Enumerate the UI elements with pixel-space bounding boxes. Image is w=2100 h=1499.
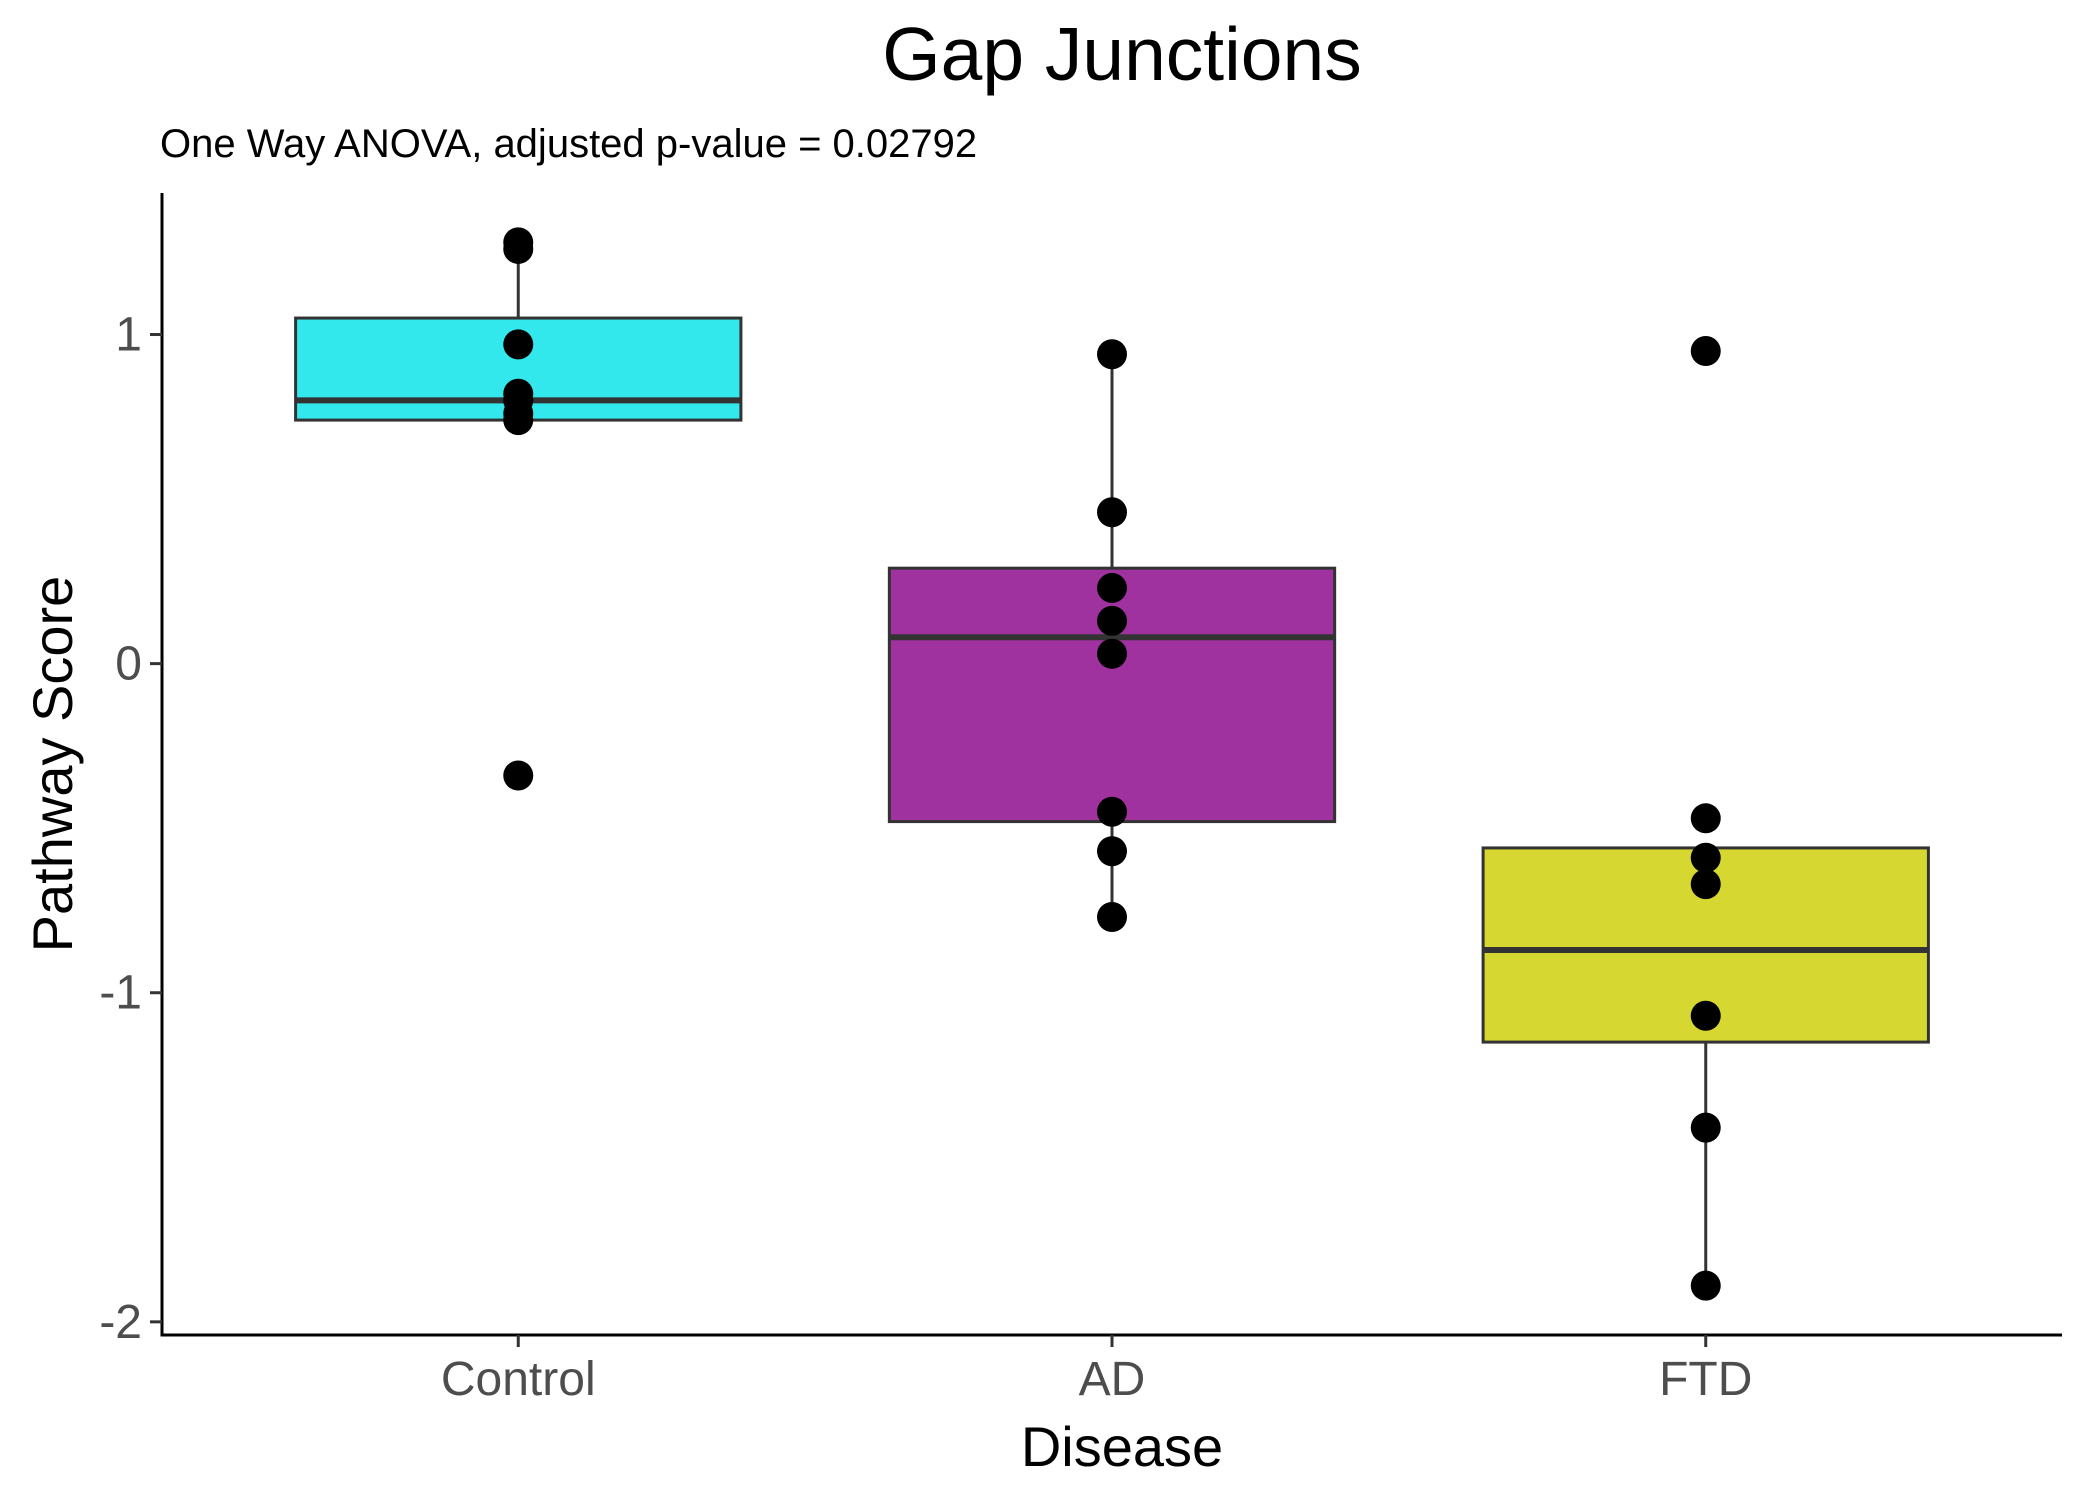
data-point — [503, 405, 534, 436]
data-point — [1097, 339, 1127, 370]
x-ticks: Control AD FTD — [441, 1335, 1752, 1406]
data-point — [1097, 836, 1127, 867]
x-axis-title: Disease — [1021, 1415, 1223, 1478]
y-axis-title: Pathway Score — [21, 576, 84, 953]
x-tick-label: Control — [441, 1353, 596, 1406]
points-layer — [503, 227, 1721, 1301]
data-point — [503, 233, 534, 264]
data-point — [1690, 1270, 1721, 1301]
data-point — [1097, 572, 1127, 603]
data-point — [1690, 1112, 1721, 1143]
data-point — [1097, 902, 1127, 933]
chart-subtitle: One Way ANOVA, adjusted p-value = 0.0279… — [160, 122, 977, 166]
y-tick-label: -1 — [99, 967, 142, 1020]
chart-title: Gap Junctions — [882, 12, 1361, 96]
data-point — [1690, 869, 1721, 900]
data-point — [1690, 1000, 1721, 1031]
x-tick-label: FTD — [1659, 1353, 1752, 1406]
data-point — [1097, 638, 1127, 669]
y-tick-label: -2 — [99, 1296, 142, 1349]
data-point — [503, 760, 534, 791]
data-point — [1097, 497, 1127, 528]
y-tick-label: 1 — [115, 309, 142, 362]
data-point — [1690, 335, 1721, 366]
data-point — [1690, 803, 1721, 834]
y-tick-label: 0 — [115, 638, 142, 691]
data-point — [1690, 842, 1721, 873]
box-group-ftd — [1481, 846, 1930, 1286]
data-point — [1097, 796, 1127, 827]
y-ticks: 1 0 -1 -2 — [99, 309, 162, 1349]
data-point — [1097, 605, 1127, 636]
data-point — [503, 329, 534, 360]
boxes-layer — [294, 242, 1930, 1286]
x-tick-label: AD — [1079, 1353, 1146, 1406]
